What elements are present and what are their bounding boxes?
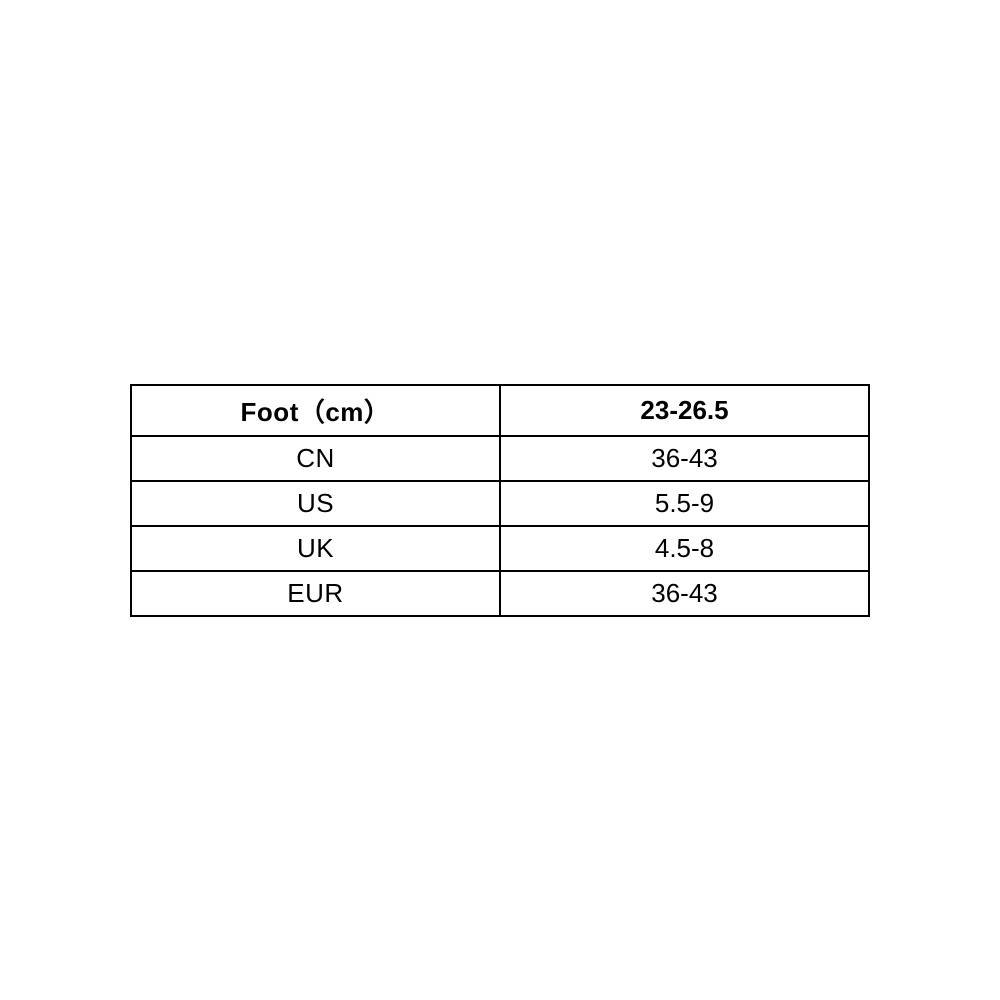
row-value: 36-43: [500, 436, 869, 481]
table-row: US 5.5-9: [131, 481, 869, 526]
row-value: 4.5-8: [500, 526, 869, 571]
row-value: 36-43: [500, 571, 869, 616]
row-value: 23-26.5: [500, 385, 869, 436]
row-value: 5.5-9: [500, 481, 869, 526]
table-row: CN 36-43: [131, 436, 869, 481]
table-row: Foot（cm） 23-26.5: [131, 385, 869, 436]
row-label: CN: [131, 436, 500, 481]
row-label: EUR: [131, 571, 500, 616]
row-label: UK: [131, 526, 500, 571]
size-chart-container: Foot（cm） 23-26.5 CN 36-43 US 5.5-9 UK 4.…: [130, 384, 870, 617]
row-label: US: [131, 481, 500, 526]
size-chart-table: Foot（cm） 23-26.5 CN 36-43 US 5.5-9 UK 4.…: [130, 384, 870, 617]
table-row: UK 4.5-8: [131, 526, 869, 571]
table-row: EUR 36-43: [131, 571, 869, 616]
row-label: Foot（cm）: [131, 385, 500, 436]
